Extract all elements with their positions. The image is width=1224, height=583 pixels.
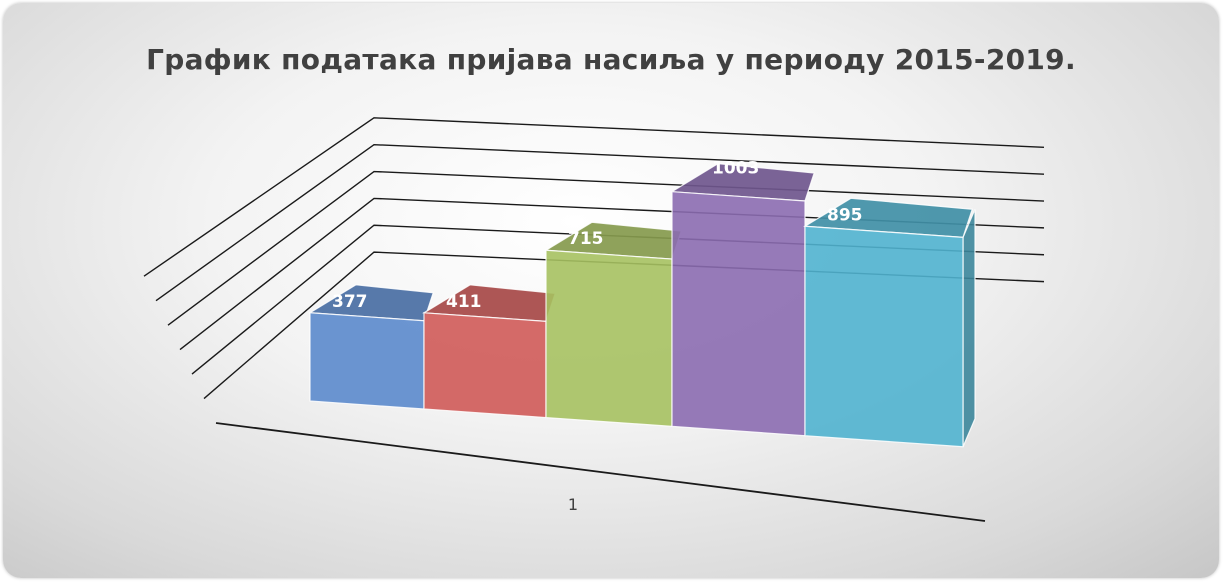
gridline (143, 117, 1045, 277)
data-label: 895 (827, 205, 863, 225)
data-labels: 377 411 715 1003 895 (332, 159, 863, 312)
data-label: 377 (332, 292, 368, 312)
bar (545, 249, 673, 428)
chart-area: График података пријава насиља у периоду… (3, 3, 1219, 578)
chart-title: График података пријава насиља у периоду… (146, 43, 1076, 76)
chart-plot: 1 377 411 715 1003 895 (143, 117, 1045, 522)
data-label: 1003 (712, 159, 759, 179)
bars (308, 163, 976, 448)
gridline (167, 170, 1045, 326)
data-label: 411 (446, 292, 482, 312)
gridlines: 1 (143, 117, 1045, 522)
bar-side (962, 209, 976, 448)
gridline (155, 143, 1045, 302)
bar (309, 312, 425, 410)
floor-line (215, 422, 986, 522)
bar (423, 312, 547, 419)
category-label: 1 (568, 495, 578, 514)
bar (671, 191, 806, 437)
bar (804, 225, 964, 448)
data-label: 715 (568, 229, 604, 249)
